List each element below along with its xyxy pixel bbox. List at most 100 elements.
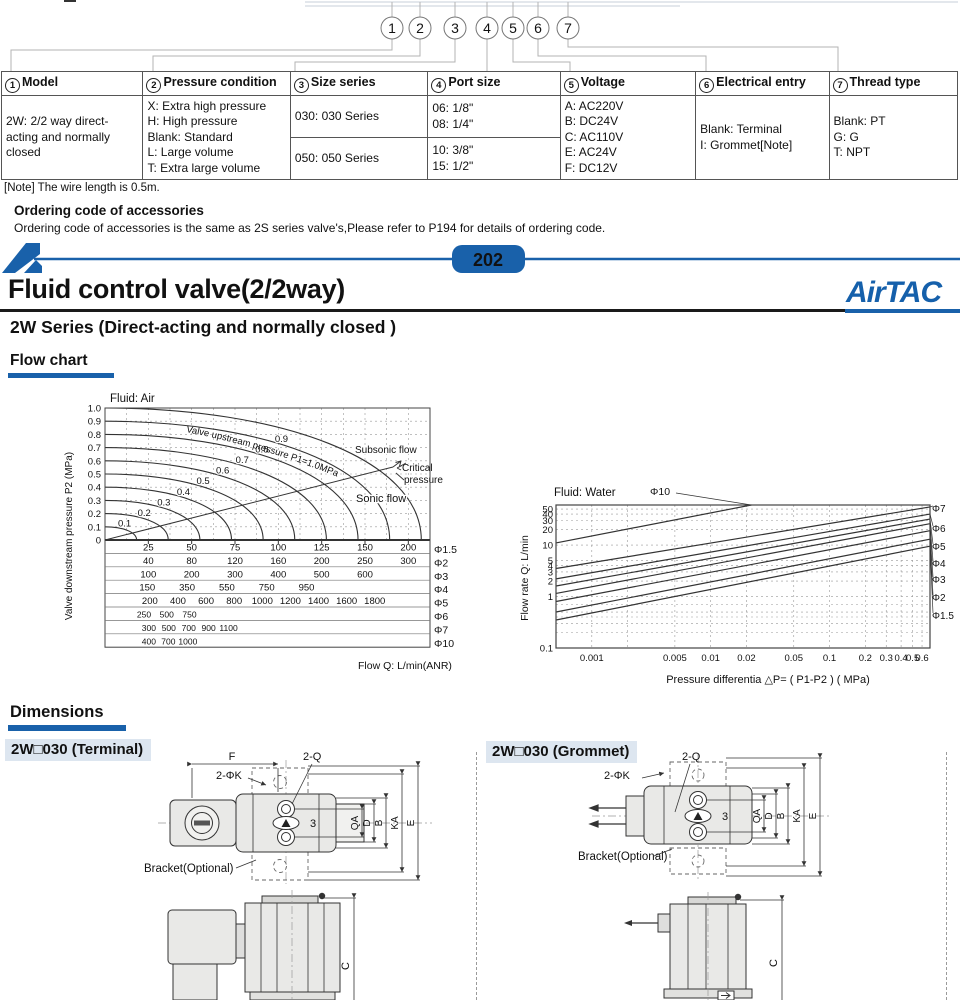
valve-body-top-view: [588, 785, 753, 845]
dim-QA-label: QA: [350, 815, 361, 830]
flow-scale-value: 100: [140, 569, 156, 580]
x-tick-label: 0.4: [894, 653, 907, 664]
dim-2PhiK-label: 2-ΦK: [216, 770, 243, 782]
water-xlabel: Pressure differentia △P= ( P1-P2 ) ( MPa…: [666, 674, 870, 686]
cell-pressure: X: Extra high pressure H: High pressure …: [142, 95, 291, 180]
flow-scale-value: 75: [230, 543, 241, 554]
dim-2Q-leader: [674, 763, 691, 813]
flow-scale-value: 50: [186, 543, 197, 554]
flow-scale-value: 1600: [336, 596, 357, 607]
dim-B-label: B: [374, 819, 385, 826]
table-header-row: 1 Model 2 Pressure condition 3 Size series …: [0, 71, 959, 96]
y-tick-label: 0.1: [540, 644, 553, 655]
y-tick-label: 0.9: [88, 417, 101, 428]
flow-scale-value: 700: [161, 636, 175, 646]
ordering-code-connector-diagram: 1 2 3 4 5 6 7: [10, 1, 958, 71]
dim-E-label: E: [808, 812, 819, 819]
cell-port-030: 06: 1/8" 08: 1/4": [427, 95, 561, 138]
series-label: Φ1.5: [932, 611, 954, 622]
flow-scale-value: 40: [143, 556, 154, 567]
y-tick-label: 0.4: [88, 483, 101, 494]
cutoff-box-edge: [305, 1, 958, 7]
curve-label: 0.7: [236, 455, 249, 466]
dim-2PhiK-leader: [247, 777, 267, 786]
dim-F-label: F: [229, 751, 236, 763]
series-label: Φ5: [932, 542, 946, 553]
upstream-pressure-curve: [104, 420, 391, 541]
dim-KA-label: KA: [792, 809, 803, 823]
bracket-leader: [235, 859, 257, 869]
col-header-electrical: 6 Electrical entry: [695, 71, 830, 96]
dim-C-label: C: [340, 962, 352, 970]
flow-scale-value: 250: [137, 610, 151, 620]
series-label: Φ4: [932, 559, 946, 570]
wire-length-note: [Note] The wire length is 0.5m.: [4, 182, 160, 194]
grommet-dimension-drawing: 2-Q 2-ΦK 3 QA D B KA E Bracket(Optional): [578, 751, 832, 1000]
curve-label: 0.4: [177, 487, 190, 498]
cell-thread: Blank: PT G: G T: NPT: [828, 95, 959, 180]
curve-label: 0.2: [138, 508, 151, 519]
y-tick-label: 3: [548, 567, 553, 578]
flow-scale-value: 400: [170, 596, 186, 607]
connector-lines: [10, 2, 839, 71]
grommet-front-view: C: [624, 892, 785, 1000]
orifice-label: Φ4: [434, 584, 448, 596]
flow-scale-value: 1200: [280, 596, 301, 607]
sonic-flow-label: Sonic flow: [356, 493, 406, 505]
page-title: Fluid control valve(2/2way): [8, 274, 345, 304]
flow-scale-value: 300: [227, 569, 243, 580]
flow-scale-value: 100: [270, 543, 286, 554]
x-tick-label: 0.01: [701, 653, 720, 664]
upstream-pressure-curve: [104, 526, 138, 541]
y-tick-label: 5: [548, 556, 553, 567]
y-tick-label: 0.8: [88, 430, 101, 441]
terminal-variant-label: 2W□030 (Terminal): [5, 739, 152, 761]
dim-KA-label: KA: [390, 816, 401, 830]
dim-chain-lines: [294, 761, 421, 881]
x-tick-label: 0.5: [906, 653, 919, 664]
dim-2Q-leader: [291, 763, 313, 805]
flow-scale-value: 160: [270, 556, 286, 567]
dim-B-label: B: [776, 812, 787, 819]
upstream-pressure-curve: [104, 513, 169, 541]
orifice-line: [555, 506, 931, 570]
flow-scale-value: 200: [314, 556, 330, 567]
flow-scale-value: 200: [400, 543, 416, 554]
dim-C-label: C: [768, 959, 780, 967]
upstream-pressure-curve: [104, 499, 201, 541]
col-header-model: 1 Model: [0, 71, 144, 96]
flow-scale-value: 550: [219, 583, 235, 594]
flow-scale-value: 500: [162, 623, 176, 633]
circle-4: 4: [483, 20, 491, 36]
ordering-code-table: 1 Model 2 Pressure condition 3 Size series …: [0, 71, 959, 180]
flow-scale-value: 500: [314, 569, 330, 580]
orifice-label: Φ6: [434, 611, 448, 623]
y-tick-label: 0.2: [88, 509, 101, 520]
y-tick-label: 10: [542, 541, 553, 552]
page-edge-dashed: [946, 752, 947, 1000]
brand-underline: [845, 309, 960, 313]
x-tick-label: 0.1: [823, 653, 836, 664]
upstream-pressure-curve: [104, 407, 422, 541]
critical-pressure-label-1: Critical: [402, 463, 433, 474]
bracket-label: Bracket(Optional): [144, 863, 234, 875]
cutoff-text-artifact: [64, 0, 76, 2]
dim-2Q-label: 2-Q: [303, 751, 322, 763]
bracket-outline-dashed: [669, 761, 727, 875]
flow-scale-value: 400: [142, 636, 156, 646]
flow-scale-value: 1000: [178, 636, 197, 646]
orifice-label: Φ3: [434, 571, 448, 583]
curve-label: 0.1: [118, 518, 131, 529]
cell-size-050: 050: 050 Series: [289, 137, 429, 180]
series-label: Φ7: [932, 504, 946, 515]
air-flow-chart: Fluid: Air0.10.20.30.40.50.60.70.80.9Val…: [64, 393, 457, 672]
terminal-front-view: C: [167, 890, 357, 1000]
dim-F: [187, 761, 279, 798]
airtac-logo-mark-icon: [2, 243, 42, 273]
flow-scale-value: 125: [314, 543, 330, 554]
orifice-line: [555, 518, 931, 587]
dim-2Q-label: 2-Q: [682, 751, 701, 763]
grommet-flange: [625, 795, 645, 837]
valve-body-top-view: [169, 793, 365, 853]
